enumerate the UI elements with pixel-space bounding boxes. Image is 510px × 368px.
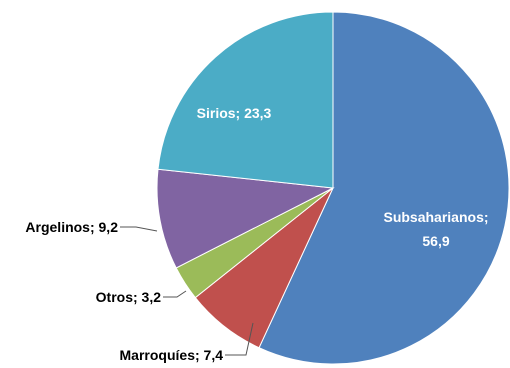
- slice-subsaharianos: [258, 11, 510, 365]
- leader-line-marroquies: [225, 322, 254, 356]
- label-marroquies: Marroquíes; 7,4: [120, 347, 224, 363]
- slice-sirios: [157, 11, 334, 189]
- leader-line-otros: [163, 290, 187, 298]
- label-subsaharianos: Subsaharianos;: [383, 209, 488, 225]
- pie-slices: [156, 11, 510, 365]
- data-labels: Subsaharianos; 56,9 Marroquíes; 7,4 Otro…: [25, 105, 488, 363]
- leader-lines: [120, 226, 254, 356]
- label-otros: Otros; 3,2: [96, 289, 162, 305]
- slice-argelinos: [156, 168, 335, 269]
- label-subsaharianos-value: 56,9: [422, 233, 449, 249]
- leader-line-argelinos: [120, 226, 158, 232]
- label-argelinos: Argelinos; 9,2: [25, 219, 118, 235]
- label-sirios: Sirios; 23,3: [197, 105, 272, 121]
